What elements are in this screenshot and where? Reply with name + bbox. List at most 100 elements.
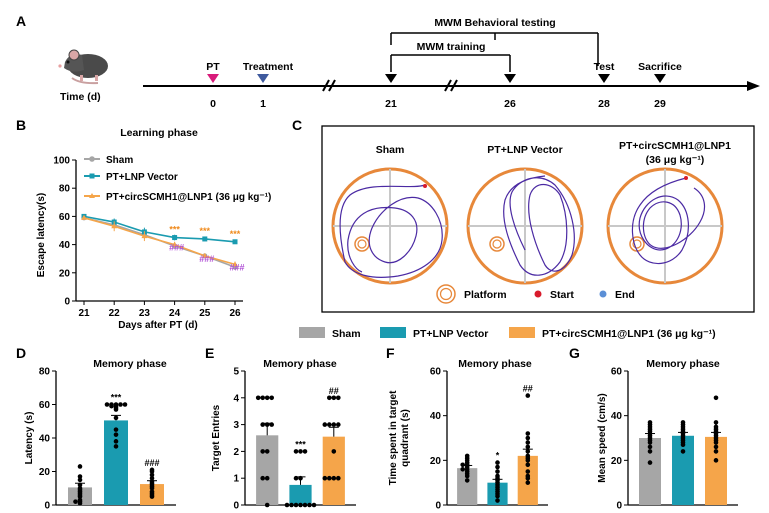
e-data-point [269, 422, 275, 427]
f-data-point [460, 462, 466, 468]
day26-marker [504, 74, 516, 83]
f-ytick-label: 0 [435, 501, 441, 512]
f-data-point [525, 469, 531, 474]
f-bar [457, 468, 478, 505]
g-data-point [647, 449, 653, 454]
legend-end-label: End [615, 289, 635, 301]
panel-b: B Learning phase Days after PT (d) Escap… [16, 117, 271, 331]
platform-sham [354, 236, 370, 252]
d-ytick-label: 40 [39, 434, 51, 445]
track-path-vector [503, 175, 575, 276]
b-sig-star: *** [230, 229, 241, 239]
b-point [232, 239, 238, 245]
g-data-point [713, 458, 719, 463]
panel-c: C Sham PT+LNP Vector PT+circSCMH1@LNP1 (… [292, 117, 755, 313]
start-dot-icon [534, 290, 542, 298]
f-data-point [525, 462, 531, 468]
d-data-point [113, 402, 119, 407]
behavioral-bracket [390, 32, 599, 66]
d-data-point [149, 475, 155, 481]
e-data-point [302, 449, 308, 454]
e-data-point [293, 502, 299, 508]
f-data-point [495, 469, 500, 474]
b-ytick-label: 40 [59, 240, 71, 251]
b-point [232, 261, 238, 267]
b-point [172, 235, 178, 241]
d-data-point [77, 485, 83, 491]
e-data-point [269, 395, 275, 401]
f-data-point [495, 473, 500, 479]
f-data-point [525, 393, 531, 398]
b-point [171, 241, 178, 247]
b-sig-hash: ### [199, 254, 214, 264]
f-sig-label: * [496, 451, 500, 461]
panel-g: G Memory phase Mean speed (cm/s) 0 20 40 60 [569, 345, 738, 512]
trackplot-frame [321, 125, 755, 313]
b-sig-hash: ### [169, 243, 184, 253]
platform-circ [629, 236, 645, 252]
g-data-point [680, 420, 686, 425]
b-legend-vector: PT+LNP Vector [84, 172, 178, 183]
g-data-point [647, 420, 653, 425]
e-data-point [331, 422, 337, 427]
shared-legend-circ-label: PT+circSCMH1@LNP1 (36 μg kg⁻¹) [542, 328, 716, 340]
b-legend-sham: Sham [84, 155, 133, 166]
panel-a: A Time (d) PT [16, 13, 760, 110]
e-data-point [331, 449, 337, 454]
e-data-point [322, 475, 328, 481]
e-data-point [260, 422, 266, 427]
e-data-point [336, 422, 341, 427]
e-bar [289, 484, 312, 505]
event-label-pt: PT [206, 61, 220, 73]
g-data-point [647, 444, 653, 450]
shared-legend-circ-swatch [509, 327, 535, 338]
training-bracket [390, 54, 511, 72]
platform-legend-icon [436, 284, 456, 304]
e-data-point [289, 502, 294, 508]
e-ylabel: Target Entries [211, 404, 222, 471]
f-ylabel-line: Time spent in target [388, 390, 399, 486]
d-ytick-label: 20 [39, 467, 51, 478]
d-data-point [77, 474, 83, 479]
b-sig-star: *** [169, 225, 180, 235]
b-sig-star: *** [200, 226, 211, 236]
b-point [202, 236, 208, 242]
shared-legend-vector-label: PT+LNP Vector [413, 328, 488, 340]
b-ytick-label: 80 [59, 184, 71, 195]
shared-legend: Sham PT+LNP Vector PT+circSCMH1@LNP1 (36… [299, 327, 716, 340]
f-data-point [525, 431, 531, 436]
day-0: 0 [210, 98, 216, 110]
g-ylabel: Mean speed (cm/s) [597, 393, 608, 482]
sacrifice-marker [654, 74, 666, 83]
d-ytick-label: 0 [44, 501, 50, 512]
e-data-point [298, 449, 303, 454]
e-ytick-label: 0 [233, 501, 239, 512]
e-data-point [260, 475, 266, 481]
e-title: Memory phase [263, 358, 337, 370]
b-xtick-label: 23 [139, 308, 151, 319]
e-sig-label: ## [329, 386, 339, 396]
f-data-point [495, 464, 500, 470]
d-ytick-label: 60 [39, 400, 51, 411]
e-bar [256, 435, 279, 505]
d-data-point [104, 402, 110, 407]
f-ytick-label: 60 [430, 367, 442, 378]
panel-label-d: D [16, 345, 26, 361]
d-ytick-label: 80 [39, 367, 51, 378]
panel-label-c: C [292, 117, 302, 133]
track-title-circ: PT+circSCMH1@LNP1 [619, 140, 731, 152]
b-legend-circ-label: PT+circSCMH1@LNP1 (36 μg kg⁻¹) [106, 192, 271, 203]
panel-label-e: E [205, 345, 214, 361]
f-ylabel-line: quadrant (s) [400, 409, 411, 467]
e-data-point [322, 422, 328, 427]
g-ytick-label: 60 [611, 367, 623, 378]
g-data-point [647, 460, 653, 465]
g-bar [672, 435, 694, 505]
e-data-point [260, 449, 266, 454]
e-data-point [298, 502, 303, 508]
f-data-point [495, 498, 500, 503]
e-data-point [331, 395, 337, 401]
e-data-point [255, 395, 261, 401]
e-data-point [307, 502, 312, 508]
legend-platform-label: Platform [464, 289, 507, 301]
